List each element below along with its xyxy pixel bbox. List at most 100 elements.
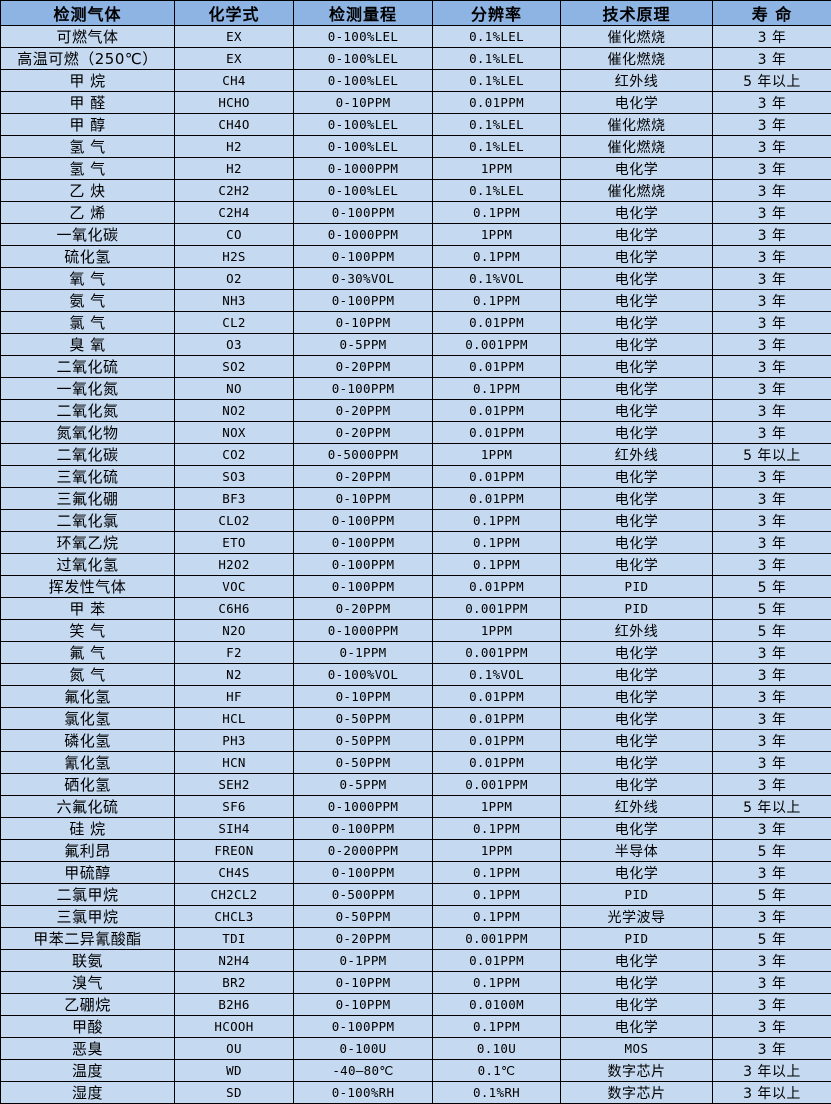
cell-formula: CL2 bbox=[175, 312, 294, 334]
cell-life: 3 年 bbox=[713, 752, 831, 774]
cell-range: 0-10PPM bbox=[294, 312, 433, 334]
cell-life: 5 年 bbox=[713, 884, 831, 906]
cell-life: 3 年 bbox=[713, 246, 831, 268]
cell-formula: NO bbox=[175, 378, 294, 400]
cell-resolution: 0.01PPM bbox=[433, 752, 561, 774]
cell-range: 0-1000PPM bbox=[294, 224, 433, 246]
cell-gas: 氯 气 bbox=[1, 312, 175, 334]
column-header-range: 检测量程 bbox=[294, 1, 433, 26]
cell-formula: SD bbox=[175, 1082, 294, 1104]
cell-gas: 二氯甲烷 bbox=[1, 884, 175, 906]
cell-gas: 甲酸 bbox=[1, 1016, 175, 1038]
cell-principle: PID bbox=[561, 928, 713, 950]
cell-life: 3 年 bbox=[713, 994, 831, 1016]
cell-life: 3 年 bbox=[713, 400, 831, 422]
cell-principle: 电化学 bbox=[561, 972, 713, 994]
cell-formula: CH4S bbox=[175, 862, 294, 884]
column-header-principle: 技术原理 bbox=[561, 1, 713, 26]
cell-range: 0-100%LEL bbox=[294, 180, 433, 202]
cell-formula: O2 bbox=[175, 268, 294, 290]
cell-gas: 六氟化硫 bbox=[1, 796, 175, 818]
cell-life: 3 年 bbox=[713, 554, 831, 576]
cell-principle: 电化学 bbox=[561, 312, 713, 334]
column-header-life: 寿 命 bbox=[713, 1, 831, 26]
cell-formula: B2H6 bbox=[175, 994, 294, 1016]
cell-principle: 电化学 bbox=[561, 752, 713, 774]
cell-resolution: 0.1PPM bbox=[433, 202, 561, 224]
cell-gas: 氢 气 bbox=[1, 136, 175, 158]
cell-resolution: 0.1%LEL bbox=[433, 48, 561, 70]
cell-formula: PH3 bbox=[175, 730, 294, 752]
cell-gas: 可燃气体 bbox=[1, 26, 175, 48]
cell-gas: 三氟化硼 bbox=[1, 488, 175, 510]
cell-gas: 三氧化硫 bbox=[1, 466, 175, 488]
cell-gas: 甲 醛 bbox=[1, 92, 175, 114]
cell-gas: 温度 bbox=[1, 1060, 175, 1082]
cell-principle: 电化学 bbox=[561, 422, 713, 444]
table-header-row: 检测气体 化学式 检测量程 分辨率 技术原理 寿 命 bbox=[1, 1, 831, 26]
cell-gas: 乙 炔 bbox=[1, 180, 175, 202]
cell-life: 3 年 bbox=[713, 334, 831, 356]
cell-principle: 催化燃烧 bbox=[561, 48, 713, 70]
cell-range: 0-100%VOL bbox=[294, 664, 433, 686]
cell-principle: 红外线 bbox=[561, 796, 713, 818]
cell-gas: 氮氧化物 bbox=[1, 422, 175, 444]
cell-formula: ETO bbox=[175, 532, 294, 554]
cell-formula: N2 bbox=[175, 664, 294, 686]
cell-formula: SO2 bbox=[175, 356, 294, 378]
cell-formula: CO2 bbox=[175, 444, 294, 466]
cell-formula: WD bbox=[175, 1060, 294, 1082]
cell-life: 3 年 bbox=[713, 510, 831, 532]
cell-life: 3 年 bbox=[713, 1016, 831, 1038]
cell-life: 3 年 bbox=[713, 950, 831, 972]
cell-resolution: 0.01PPM bbox=[433, 488, 561, 510]
cell-life: 5 年以上 bbox=[713, 70, 831, 92]
cell-principle: PID bbox=[561, 576, 713, 598]
cell-range: 0-50PPM bbox=[294, 906, 433, 928]
cell-life: 3 年 bbox=[713, 664, 831, 686]
cell-formula: O3 bbox=[175, 334, 294, 356]
cell-resolution: 0.001PPM bbox=[433, 334, 561, 356]
cell-formula: CH4 bbox=[175, 70, 294, 92]
cell-formula: F2 bbox=[175, 642, 294, 664]
cell-range: 0-100PPM bbox=[294, 818, 433, 840]
cell-principle: 电化学 bbox=[561, 466, 713, 488]
cell-range: 0-100%LEL bbox=[294, 136, 433, 158]
cell-gas: 高温可燃（250℃） bbox=[1, 48, 175, 70]
cell-life: 3 年 bbox=[713, 422, 831, 444]
cell-formula: H2S bbox=[175, 246, 294, 268]
cell-resolution: 0.01PPM bbox=[433, 400, 561, 422]
cell-gas: 磷化氢 bbox=[1, 730, 175, 752]
cell-life: 3 年 bbox=[713, 730, 831, 752]
cell-formula: C2H2 bbox=[175, 180, 294, 202]
cell-principle: 数字芯片 bbox=[561, 1082, 713, 1104]
cell-formula: BR2 bbox=[175, 972, 294, 994]
cell-range: 0-10PPM bbox=[294, 994, 433, 1016]
cell-range: 0-500PPM bbox=[294, 884, 433, 906]
cell-range: 0-20PPM bbox=[294, 356, 433, 378]
cell-principle: 电化学 bbox=[561, 774, 713, 796]
cell-principle: 电化学 bbox=[561, 334, 713, 356]
cell-range: 0-100PPM bbox=[294, 532, 433, 554]
cell-gas: 一氧化氮 bbox=[1, 378, 175, 400]
cell-life: 5 年 bbox=[713, 840, 831, 862]
cell-formula: NO2 bbox=[175, 400, 294, 422]
cell-life: 3 年以上 bbox=[713, 1082, 831, 1104]
cell-resolution: 0.10U bbox=[433, 1038, 561, 1060]
